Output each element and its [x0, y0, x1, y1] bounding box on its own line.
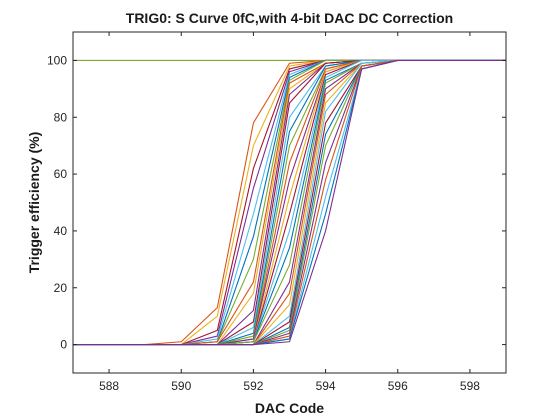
- y-tick-label: 20: [54, 281, 68, 295]
- y-ticks: 0 20 40 60 80 100: [47, 53, 506, 352]
- x-ticks: 588 590 592 594 596 598: [99, 32, 480, 393]
- y-tick-label: 80: [54, 110, 68, 124]
- x-axis-label: DAC Code: [255, 400, 324, 416]
- axes-box: [72, 31, 507, 374]
- y-tick-label: 100: [47, 53, 67, 67]
- x-tick-label: 590: [171, 379, 191, 393]
- chart-title: TRIG0: S Curve 0fC,with 4-bit DAC DC Cor…: [126, 10, 453, 26]
- series-layer: [73, 59, 506, 346]
- y-axis-label: Trigger efficiency (%): [26, 132, 42, 274]
- y-tick-label: 0: [60, 338, 67, 352]
- x-tick-label: 592: [243, 379, 263, 393]
- x-tick-label: 598: [460, 379, 480, 393]
- y-tick-label: 40: [54, 224, 68, 238]
- y-tick-label: 60: [54, 167, 68, 181]
- x-tick-label: 596: [388, 379, 408, 393]
- x-tick-label: 594: [316, 379, 336, 393]
- x-tick-label: 588: [99, 379, 119, 393]
- series-line-34: [73, 59, 506, 346]
